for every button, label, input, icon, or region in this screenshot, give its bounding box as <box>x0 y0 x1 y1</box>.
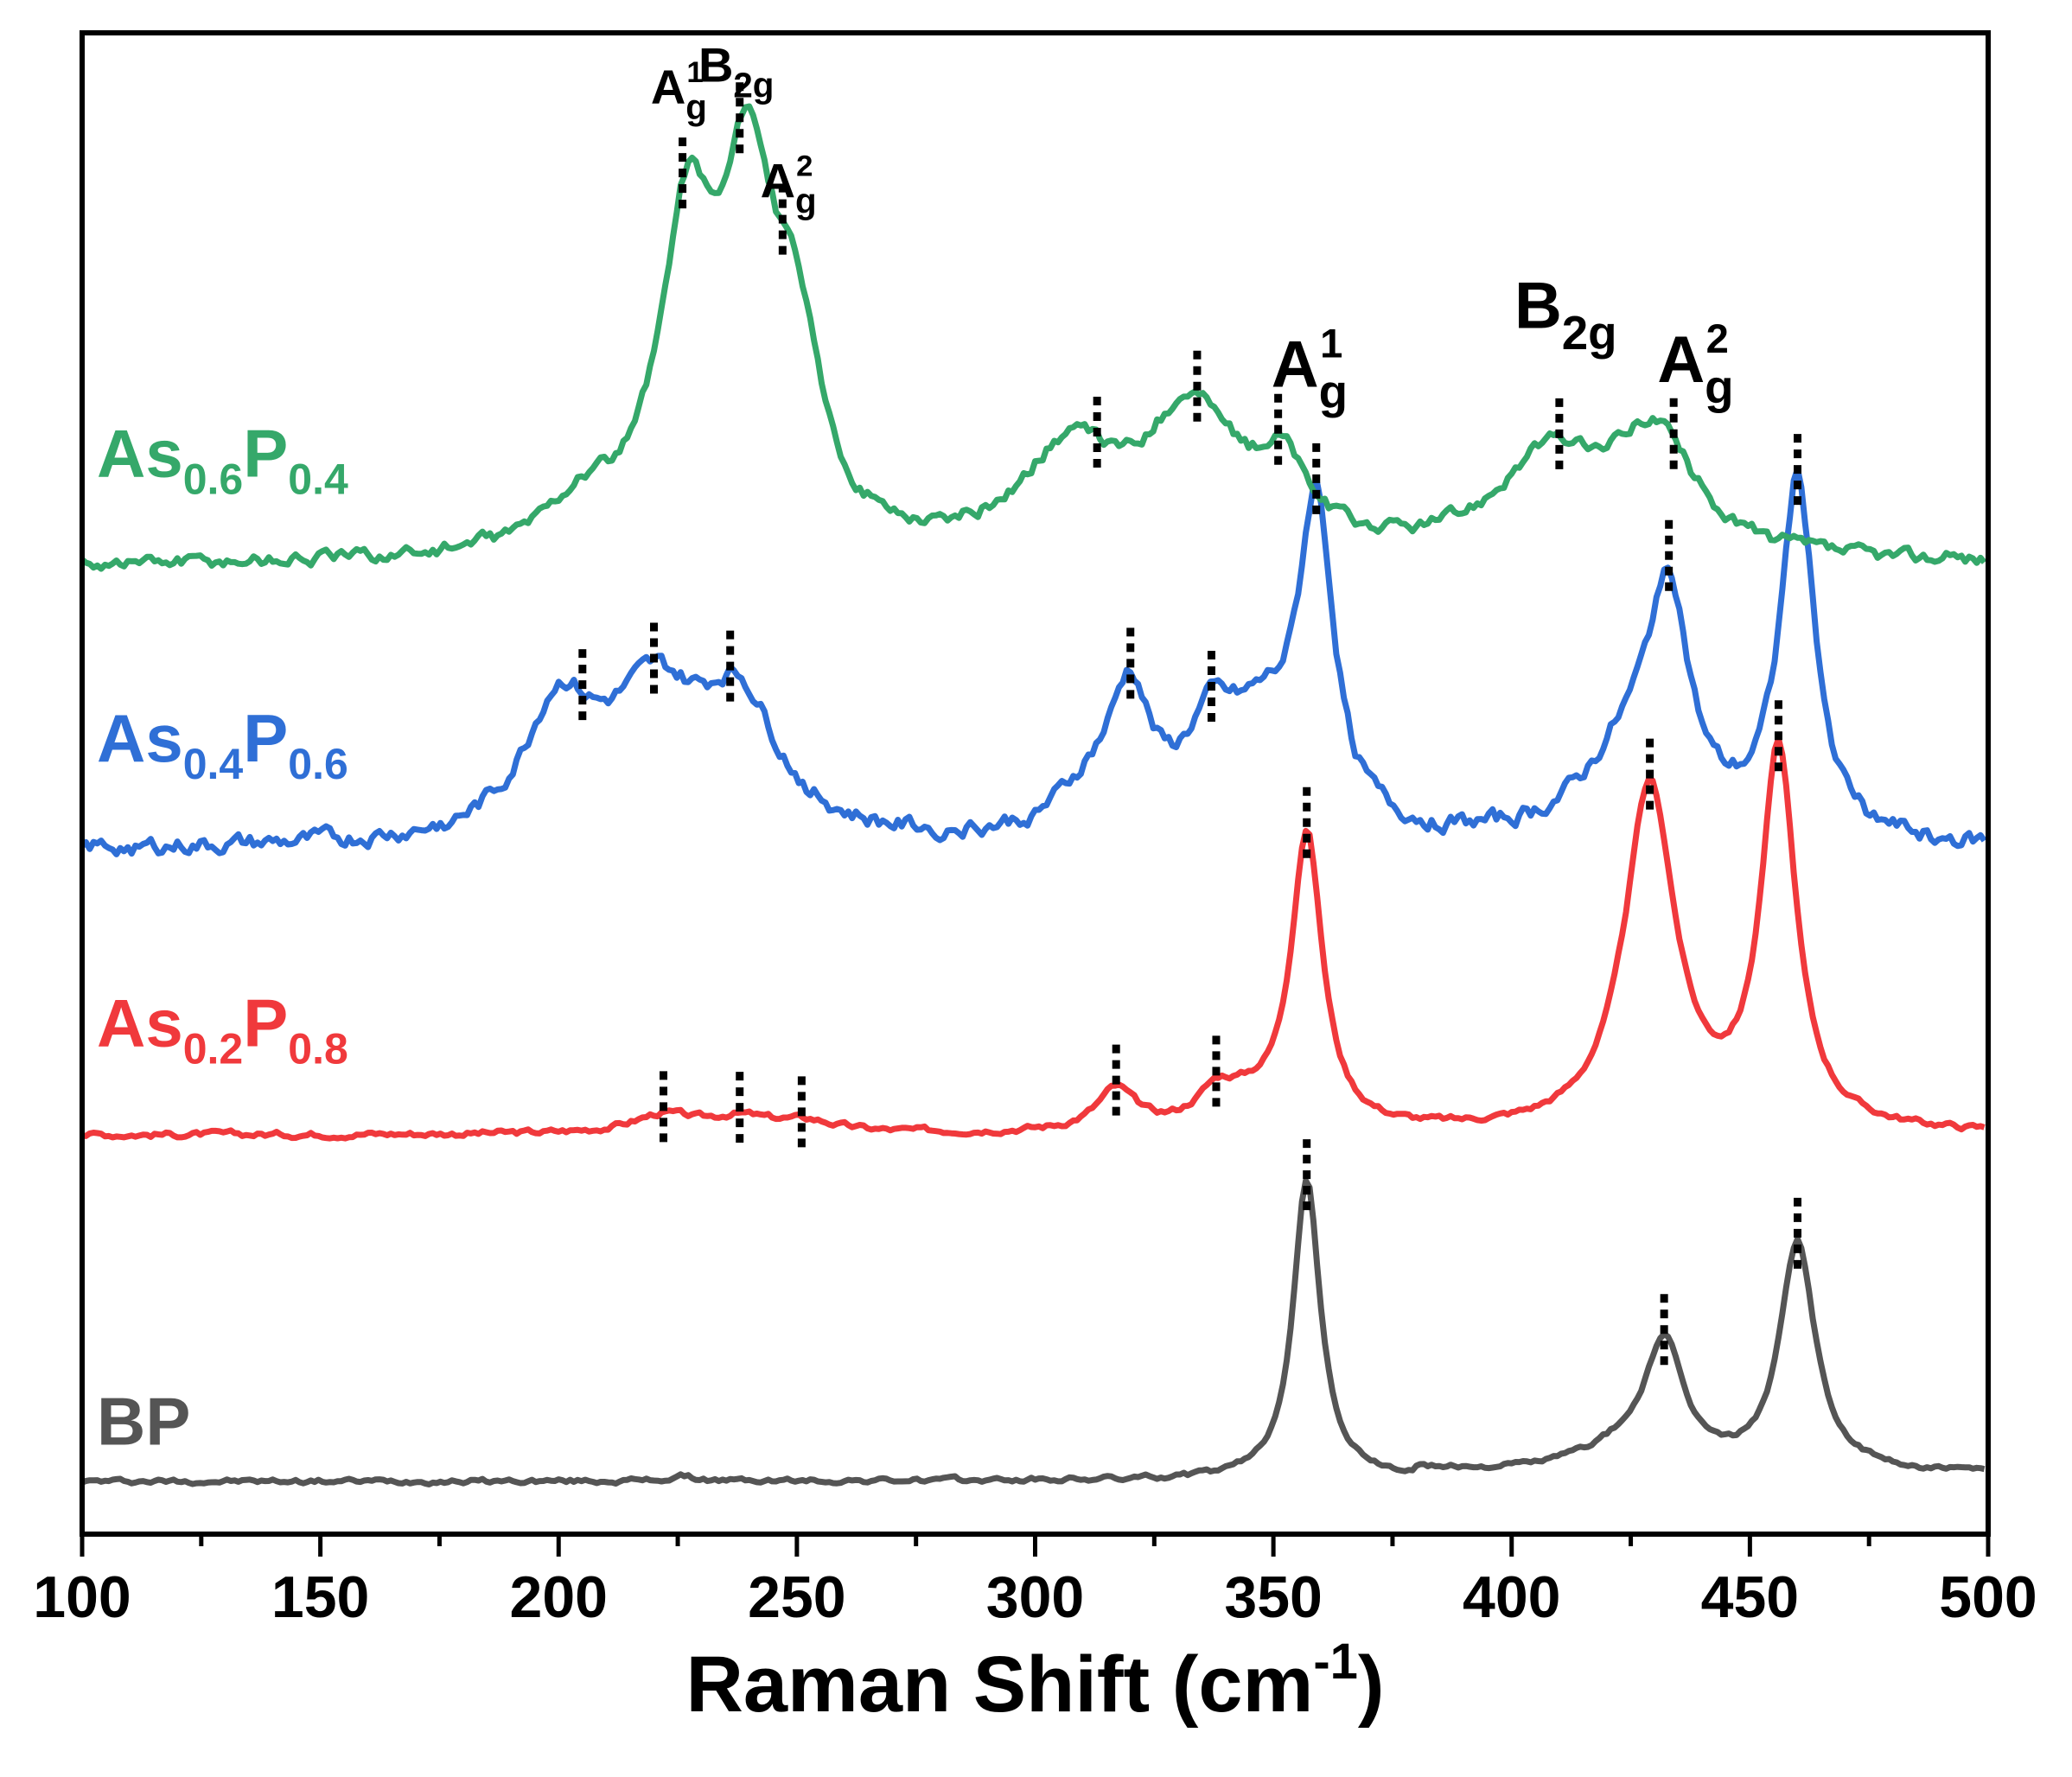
mode-label: A <box>651 60 685 114</box>
series-label-main2: P <box>243 700 288 776</box>
mode-label-sup: 2 <box>796 150 813 182</box>
tick-layer <box>80 1534 1991 1557</box>
series-label-sub: 0.6 <box>183 455 244 504</box>
series-line-as04 <box>80 466 1987 857</box>
x-tick-label: 100 <box>33 1564 131 1630</box>
plot-frame <box>80 30 1991 1537</box>
mode-label-sub: g <box>1319 365 1348 418</box>
series-label-as06: As0.6P0.4 <box>97 416 348 504</box>
x-tick-label: 300 <box>986 1564 1084 1630</box>
mode-label: A <box>761 154 795 208</box>
mode-label-main: B <box>1514 269 1562 342</box>
series-line-as06 <box>80 103 1987 572</box>
x-tick-label: 200 <box>510 1564 608 1630</box>
mode-label-main: A <box>1272 328 1319 402</box>
series-layer <box>80 103 1987 1487</box>
label-layer: 100 150 200 250 300 350 400 450 500BPAs0.2P0.8As… <box>33 38 2037 1630</box>
series-label-main: BP <box>97 1383 190 1459</box>
mode-label-main: B <box>698 38 733 92</box>
series-label-sub2: 0.8 <box>288 1024 348 1073</box>
series-label-main2: P <box>243 984 288 1060</box>
x-tick-label: 250 <box>748 1564 845 1630</box>
mode-label-main: A <box>1657 323 1705 397</box>
x-tick-label: 350 <box>1224 1564 1322 1630</box>
series-label-sub: 0.4 <box>183 740 244 788</box>
mode-label-sub: 2g <box>733 66 774 105</box>
mode-label-sub: g <box>685 87 707 127</box>
x-axis-title-close: ) <box>1358 1640 1385 1729</box>
mode-label-sup: 1 <box>1320 320 1342 366</box>
x-tick-label: 150 <box>271 1564 369 1630</box>
series-label-main: As <box>97 416 183 492</box>
series-label-as02: As0.2P0.8 <box>97 984 348 1073</box>
x-tick-label: 500 <box>1939 1564 2037 1630</box>
x-tick-label: 450 <box>1701 1564 1799 1630</box>
series-label-main2: P <box>243 416 288 492</box>
x-tick-label: 400 <box>1463 1564 1560 1630</box>
x-axis-title: Raman Shift (cm-1) <box>685 1634 1384 1729</box>
x-axis-title-text: Raman Shift (cm <box>685 1640 1313 1729</box>
x-axis-title-sup: -1 <box>1313 1634 1358 1690</box>
series-label-sub2: 0.4 <box>288 455 348 504</box>
series-label-sub: 0.2 <box>183 1024 244 1073</box>
series-label-as04: As0.4P0.6 <box>97 700 348 788</box>
mode-label-sub: g <box>795 182 817 221</box>
marker-layer <box>578 82 1801 1371</box>
mode-label-main: A <box>761 154 795 208</box>
series-line-as02 <box>81 736 1986 1142</box>
mode-label-sup: 1 <box>686 56 703 89</box>
series-label-main: As <box>97 984 183 1060</box>
series-line-bp <box>80 1177 1986 1487</box>
mode-label-main: A <box>651 60 685 114</box>
mode-label: A <box>1272 328 1319 402</box>
mode-label-sup: 2 <box>1706 315 1729 361</box>
series-label-main: As <box>97 700 183 776</box>
mode-label: B <box>1514 269 1562 342</box>
mode-label-sub: 2g <box>1562 306 1617 360</box>
series-label-bp: BP <box>97 1383 190 1459</box>
mode-label: A <box>1657 323 1705 397</box>
series-label-sub2: 0.6 <box>288 740 348 788</box>
mode-label: B <box>698 38 733 92</box>
mode-label-sub: g <box>1705 360 1733 414</box>
